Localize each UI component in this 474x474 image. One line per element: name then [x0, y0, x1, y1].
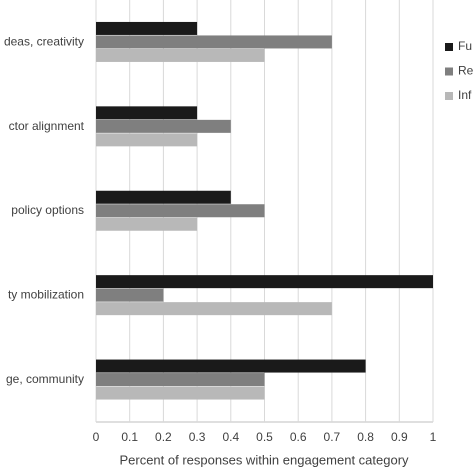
- x-tick-label: 0.4: [222, 430, 239, 444]
- y-tick-label: ctor alignment: [9, 119, 85, 133]
- bar: [96, 373, 265, 387]
- legend-swatch: [445, 92, 453, 100]
- bar: [96, 119, 231, 133]
- x-tick-label: 0.9: [391, 430, 408, 444]
- x-axis-title: Percent of responses within engagement c…: [119, 452, 409, 467]
- x-tick-label: 0: [93, 430, 100, 444]
- bar: [96, 204, 265, 218]
- x-tick-label: 0.6: [290, 430, 307, 444]
- bar: [96, 133, 198, 147]
- x-tick-label: 0.8: [357, 430, 374, 444]
- bar: [96, 302, 332, 316]
- bar: [96, 288, 164, 302]
- bar: [96, 359, 366, 373]
- x-tick-label: 0.2: [155, 430, 172, 444]
- bar: [96, 48, 265, 62]
- bar: [96, 190, 231, 204]
- bar: [96, 386, 265, 400]
- y-tick-label: deas, creativity: [4, 34, 84, 48]
- bar: [96, 106, 198, 120]
- legend-swatch: [445, 43, 453, 51]
- y-tick-label: policy options: [11, 203, 84, 217]
- bar: [96, 275, 433, 289]
- x-tick-label: 0.3: [189, 430, 206, 444]
- bar: [96, 21, 198, 35]
- legend-label: Re: [458, 64, 474, 78]
- x-tick-label: 0.7: [324, 430, 341, 444]
- y-tick-label: ge, community: [6, 372, 84, 386]
- x-tick-label: 0.1: [121, 430, 138, 444]
- bar: [96, 35, 332, 49]
- x-tick-label: 1: [430, 430, 437, 444]
- legend-label: Fu: [458, 39, 472, 53]
- legend-label: Inf: [458, 88, 472, 102]
- legend-swatch: [445, 67, 453, 76]
- x-tick-label: 0.5: [256, 430, 273, 444]
- y-tick-label: ty mobilization: [8, 288, 84, 302]
- bar: [96, 217, 198, 231]
